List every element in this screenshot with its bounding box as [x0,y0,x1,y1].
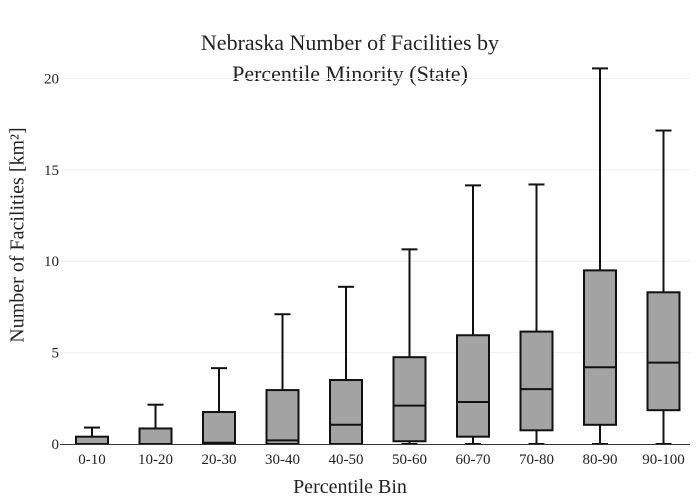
x-axis-label: Percentile Bin [293,476,407,498]
box-70-80 [519,183,554,445]
iqr-box [202,411,236,445]
box-50-60 [392,248,427,445]
box-0-10 [75,426,109,445]
box-60-70 [456,184,490,445]
iqr-box [392,356,427,443]
x-tick-label: 0-10 [78,452,106,468]
iqr-box [646,291,681,412]
y-tick-label: 15 [44,163,59,179]
x-tick-label: 80-90 [583,452,618,468]
box-40-50 [329,285,363,446]
iqr-box [583,269,617,426]
chart-title-line-1: Nebraska Number of Facilities by [200,30,500,55]
y-tick-labels: 0 5 10 15 20 [44,71,59,453]
chart-title-line-2: Percentile Minority (State) [232,61,468,86]
x-tick-label: 90-100 [642,452,685,468]
iqr-box [456,334,490,438]
x-tick-label: 70-80 [519,452,554,468]
y-tick-label: 5 [52,346,60,362]
y-tick-label: 10 [44,254,59,270]
box-90-100 [646,129,681,445]
box-30-40 [265,313,300,445]
box-20-30 [202,367,236,445]
y-tick-label: 0 [52,437,60,453]
box-80-90 [583,67,617,445]
x-tick-label: 40-50 [329,452,364,468]
iqr-box [138,427,173,445]
y-tick-label: 20 [44,71,59,87]
iqr-box [75,435,109,445]
box-10-20 [138,403,173,445]
iqr-box [519,330,554,432]
boxes [75,67,681,446]
x-tick-label: 10-20 [138,452,173,468]
x-tick-labels: 0-10 10-20 20-30 30-40 40-50 50-60 60-70 70-80 8… [78,452,685,468]
x-tick-label: 20-30 [202,452,237,468]
x-tick-label: 30-40 [265,452,300,468]
x-tick-label: 50-60 [392,452,427,468]
iqr-box [329,379,363,446]
x-tick-label: 60-70 [456,452,491,468]
y-axis-label: Number of Facilities [km²] [6,127,29,343]
iqr-box [265,389,300,445]
